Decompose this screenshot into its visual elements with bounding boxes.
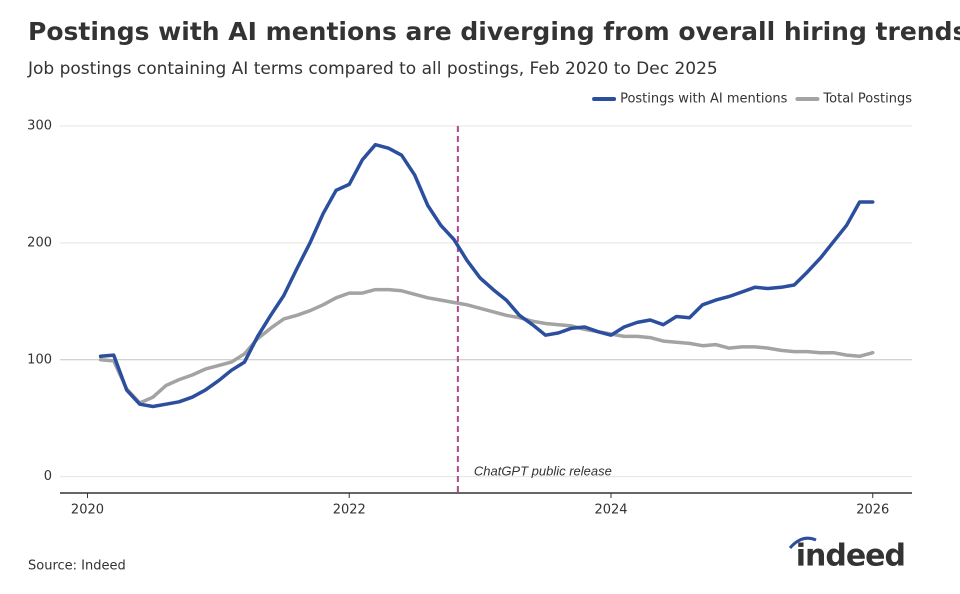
logo: indeed [796,539,905,574]
y-tick-label: 100 [27,352,52,367]
chart-title: Postings with AI mentions are diverging … [28,17,960,46]
x-tick-label: 2022 [333,503,366,518]
y-tick-label: 200 [27,235,52,250]
x-tick-label: 2026 [856,503,889,518]
series-line [98,287,875,405]
chart-subtitle: Job postings containing AI terms compare… [27,59,718,79]
legend-label: Postings with AI mentions [620,92,788,107]
annotation-text: ChatGPT public release [474,463,612,478]
series-line [98,142,875,409]
x-tick-label: 2024 [594,503,627,518]
logo-arc [788,536,817,550]
y-tick-label: 0 [44,469,52,484]
y-tick-label: 300 [27,119,52,134]
source: Source: Indeed [28,559,126,574]
x-tick-label: 2020 [71,503,104,518]
legend-label: Total Postings [822,92,912,107]
